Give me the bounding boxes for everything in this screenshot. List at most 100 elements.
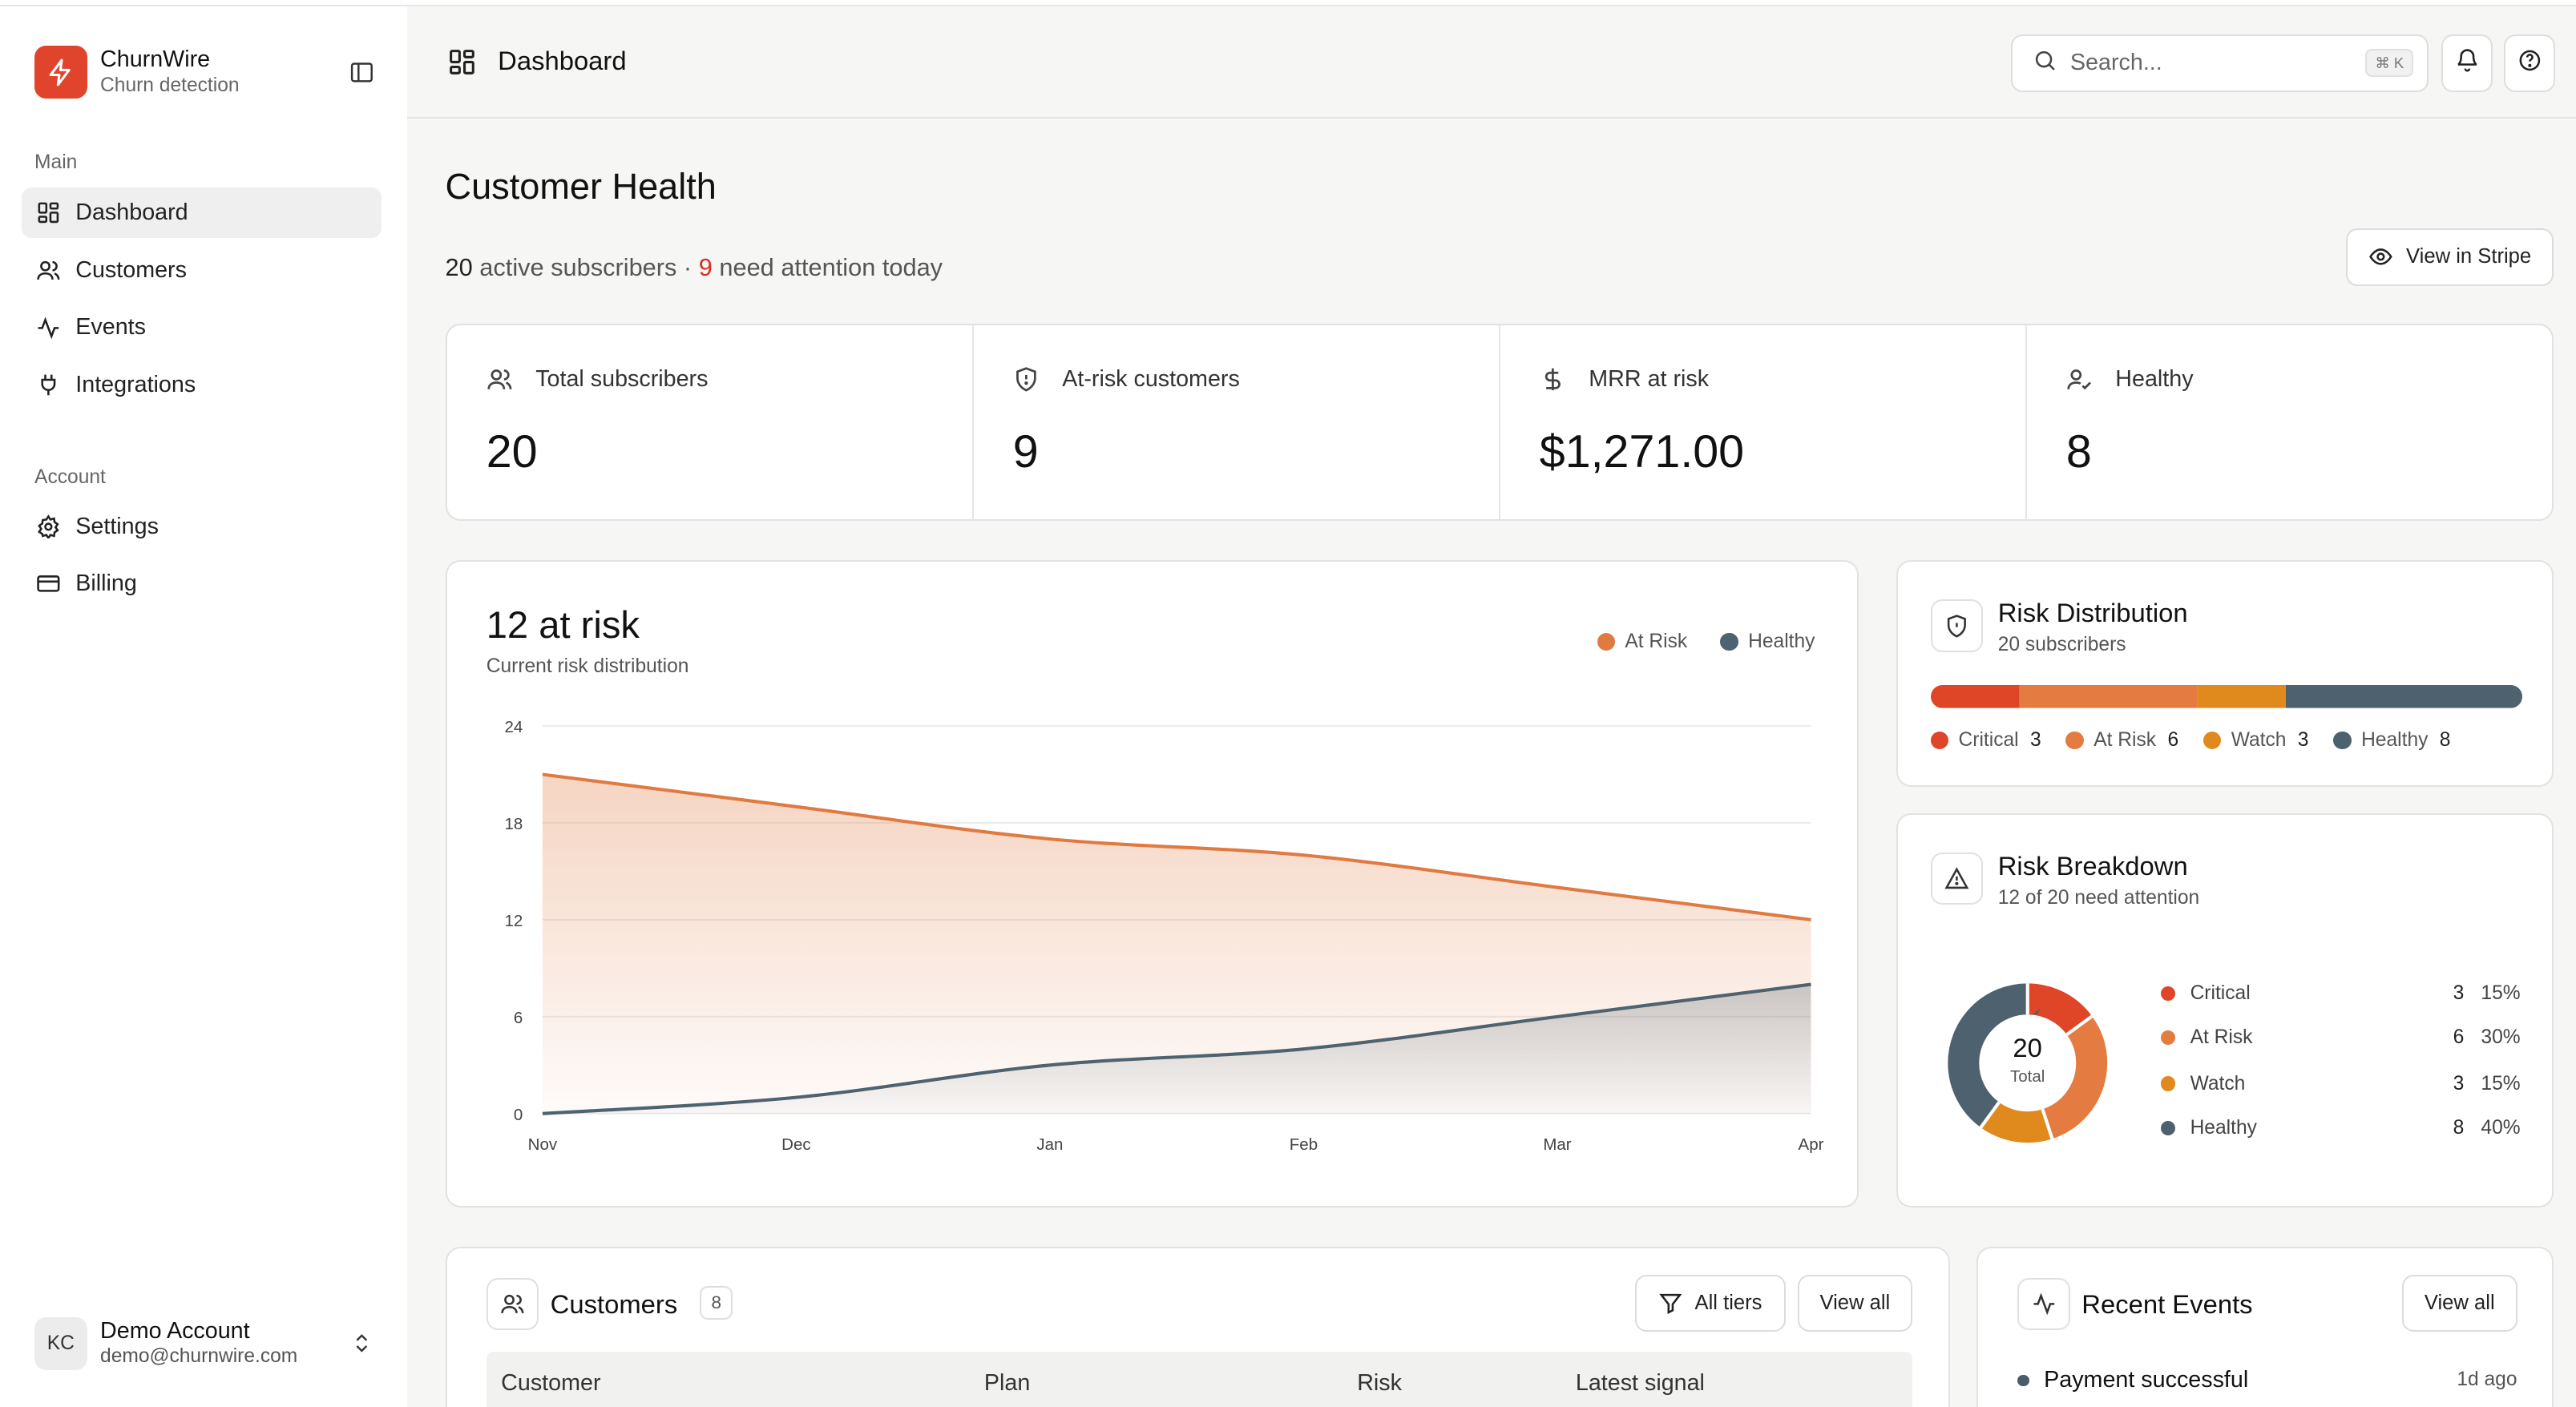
stat-label: Total subscribers — [535, 366, 709, 393]
row-percent: 15% — [2481, 982, 2521, 1004]
notifications-button[interactable] — [2441, 34, 2493, 92]
legend-swatch — [1930, 731, 1949, 750]
account-name: Demo Account — [100, 1318, 250, 1345]
search-input[interactable] — [2069, 50, 2350, 77]
row-swatch — [2160, 1076, 2176, 1091]
attention-count: 9 — [698, 252, 713, 281]
y-tick-label: 0 — [513, 1106, 522, 1124]
legend-label: At Risk — [1625, 631, 1688, 653]
row-label: Watch — [2190, 1072, 2246, 1095]
x-tick-label: Mar — [1543, 1135, 1571, 1154]
column-header-risk[interactable]: Risk — [1357, 1369, 1402, 1396]
sidebar-item-events[interactable]: Events — [22, 302, 382, 353]
customers-card: Customers 8 All tiers View all Customer … — [445, 1246, 1951, 1407]
stat-mrr-at-risk: MRR at risk $1,271.00 — [1500, 325, 2027, 519]
breakdown-row-healthy: Healthy 8 40% — [2160, 1116, 2521, 1139]
y-tick-label: 12 — [504, 912, 523, 930]
donut-slice-watch[interactable] — [1948, 982, 2108, 1143]
distribution-segment-critical[interactable] — [1930, 684, 2020, 708]
stat-total-subscribers: Total subscribers 20 — [447, 325, 974, 519]
chart-legend-healthy: Healthy — [1720, 631, 1815, 653]
page-header-title: Dashboard — [498, 46, 627, 76]
risk-chart-card: 12 at risk Current risk distribution At … — [445, 560, 1859, 1207]
stat-label: At-risk customers — [1062, 366, 1240, 393]
customers-view-all-button[interactable]: View all — [1797, 1274, 1913, 1332]
legend-swatch — [2333, 731, 2352, 750]
sidebar-item-label: Billing — [75, 570, 137, 597]
legend-count: 6 — [2167, 729, 2179, 752]
row-count: 6 — [2453, 1026, 2465, 1049]
row-label: Healthy — [2190, 1116, 2257, 1139]
distribution-segment-watch[interactable] — [2196, 684, 2286, 708]
row-label: Critical — [2190, 982, 2251, 1004]
distribution-segment-at-risk[interactable] — [2019, 684, 2197, 708]
y-tick-label: 6 — [513, 1009, 522, 1027]
x-tick-label: Feb — [1289, 1135, 1317, 1154]
sidebar-item-integrations[interactable]: Integrations — [22, 360, 382, 411]
column-header-latest-signal[interactable]: Latest signal — [1575, 1369, 1705, 1396]
distribution-segment-healthy[interactable] — [2285, 684, 2522, 708]
stats-row: Total subscribers 20 At-risk customers 9… — [445, 323, 2554, 521]
shortcut-hint: ⌘ K — [2365, 49, 2414, 77]
legend-count: 3 — [2297, 729, 2309, 752]
legend-swatch — [2203, 731, 2222, 750]
legend-label: At Risk — [2094, 729, 2157, 752]
sidebar-item-label: Dashboard — [75, 199, 188, 225]
sidebar: ChurnWire Churn detection Main Dashboard… — [0, 6, 408, 1407]
event-dot — [2017, 1374, 2029, 1387]
stat-value: 8 — [2065, 425, 2092, 478]
sidebar-item-dashboard[interactable]: Dashboard — [21, 187, 382, 239]
sidebar-toggle-icon[interactable] — [345, 56, 378, 89]
recent-events-card: Recent Events View all Payment successfu… — [1976, 1246, 2554, 1407]
sidebar-item-settings[interactable]: Settings — [22, 501, 382, 552]
row-percent: 15% — [2481, 1072, 2521, 1095]
bell-icon — [2455, 48, 2480, 79]
event-label: Payment successful — [2044, 1366, 2249, 1393]
sidebar-item-billing[interactable]: Billing — [22, 558, 382, 610]
search-box[interactable]: ⌘ K — [2011, 34, 2429, 92]
stat-at-risk-customers: At-risk customers 9 — [974, 325, 1500, 519]
row-swatch — [2160, 986, 2176, 1002]
help-button[interactable] — [2504, 34, 2555, 92]
legend-swatch — [1720, 632, 1738, 651]
sidebar-item-customers[interactable]: Customers — [22, 244, 382, 296]
dashboard-grid-icon — [36, 200, 61, 225]
all-tiers-filter-button[interactable]: All tiers — [1634, 1274, 1787, 1332]
row-count: 8 — [2453, 1116, 2465, 1139]
legend-healthy: Healthy 8 — [2333, 729, 2450, 752]
avatar: KC — [34, 1317, 87, 1370]
users-icon — [487, 366, 524, 393]
gear-icon — [36, 514, 61, 539]
account-switcher[interactable]: KC Demo Account demo@churnwire.com — [34, 1317, 380, 1370]
row-count: 3 — [2453, 982, 2465, 1004]
stat-healthy: Healthy 8 — [2027, 325, 2552, 519]
view-in-stripe-button[interactable]: View in Stripe — [2346, 228, 2554, 286]
y-tick-label: 18 — [504, 815, 523, 833]
event-item[interactable]: Payment successful 1d ago — [2017, 1367, 2517, 1400]
donut-slice-at-risk[interactable] — [1948, 982, 2108, 1143]
donut-chart — [1948, 982, 2108, 1143]
breakdown-row-watch: Watch 3 15% — [2160, 1072, 2521, 1095]
donut-center-label: Total — [2009, 1067, 2045, 1086]
x-tick-label: Apr — [1798, 1135, 1823, 1154]
donut-separator — [2041, 1108, 2054, 1139]
brand[interactable]: ChurnWire Churn detection — [34, 46, 240, 99]
legend-label: Healthy — [2361, 729, 2429, 752]
risk-distribution-title: Risk Distribution — [1997, 598, 2188, 628]
shield-icon — [1930, 599, 1984, 652]
column-header-plan[interactable]: Plan — [983, 1369, 1031, 1396]
customers-count-badge: 8 — [700, 1286, 733, 1320]
column-header-customer[interactable]: Customer — [501, 1369, 601, 1396]
recent-events-title: Recent Events — [2081, 1289, 2253, 1320]
events-view-all-button[interactable]: View all — [2402, 1274, 2517, 1332]
chart-title: 12 at risk — [486, 603, 640, 647]
distribution-bar — [1930, 684, 2522, 708]
window-top-border — [0, 0, 2576, 7]
x-tick-label: Nov — [527, 1135, 557, 1154]
chart-subtitle: Current risk distribution — [486, 655, 689, 677]
x-tick-label: Jan — [1036, 1135, 1063, 1154]
x-tick-label: Dec — [781, 1135, 810, 1154]
risk-breakdown-subtitle: 12 of 20 need attention — [1997, 886, 2200, 909]
row-swatch — [2160, 1120, 2176, 1136]
